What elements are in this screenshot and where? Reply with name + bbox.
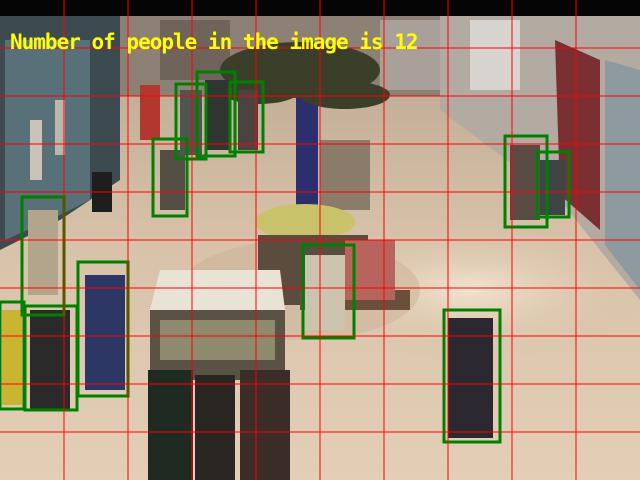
detection-box <box>151 137 189 218</box>
detection-box <box>174 82 208 161</box>
detection-box <box>301 243 356 340</box>
detection-box <box>228 80 265 154</box>
flower-bed <box>255 204 355 240</box>
left-window <box>5 40 90 240</box>
detection-box <box>535 150 571 219</box>
palm-trunk <box>296 80 318 220</box>
kiosk-top <box>150 270 285 310</box>
back-store <box>380 20 440 90</box>
detection-box <box>503 134 549 229</box>
right-window <box>605 60 640 290</box>
detection-box <box>0 300 26 411</box>
detection-box <box>195 70 237 158</box>
mannequin <box>55 100 65 155</box>
people-count-caption: Number of people in the image is 12 <box>10 30 419 54</box>
planter-kiosk <box>320 140 370 210</box>
people <box>2 80 565 480</box>
back-store <box>160 20 230 80</box>
mannequin <box>30 120 42 180</box>
kiosk-glass <box>160 320 275 360</box>
detection-box <box>442 308 502 444</box>
right-window-red <box>555 40 600 230</box>
